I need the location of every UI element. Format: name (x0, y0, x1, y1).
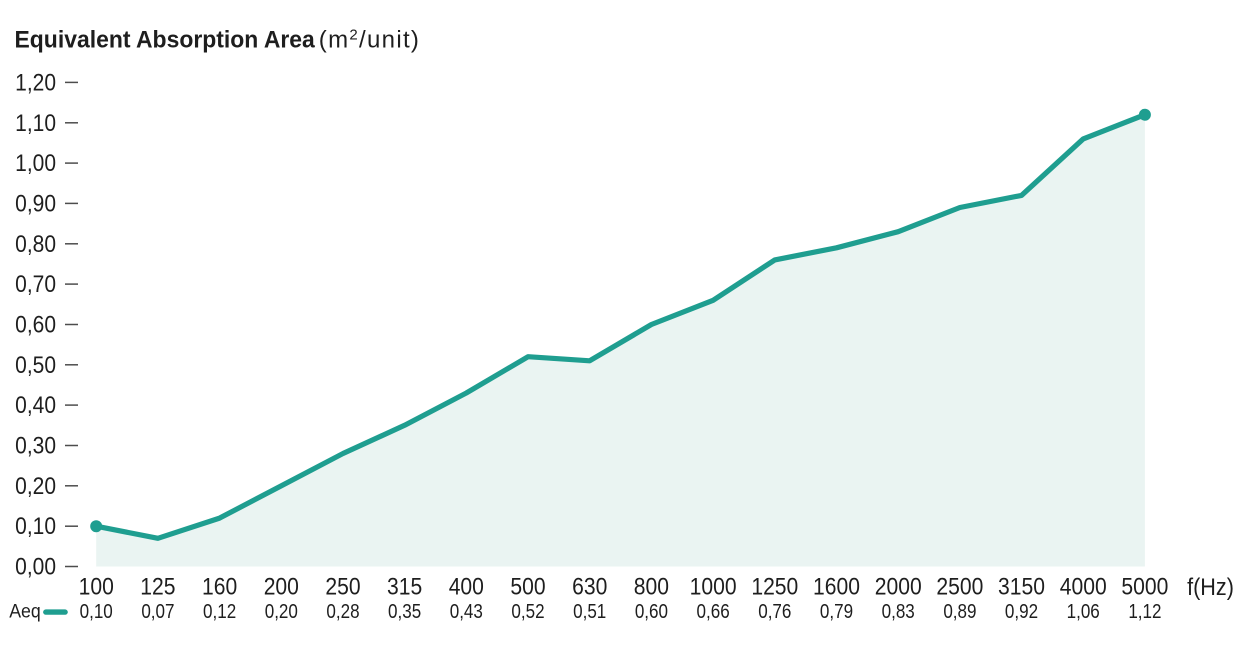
svg-text:2000: 2000 (875, 573, 922, 600)
svg-text:0,43: 0,43 (450, 600, 483, 623)
svg-text:0,76: 0,76 (758, 600, 791, 623)
svg-text:1000: 1000 (690, 573, 737, 600)
svg-text:250: 250 (325, 573, 360, 600)
svg-text:0,10: 0,10 (15, 513, 56, 540)
svg-text:Aeq: Aeq (9, 600, 41, 622)
svg-text:0,70: 0,70 (15, 271, 56, 298)
svg-text:0,90: 0,90 (15, 190, 56, 217)
svg-text:0,60: 0,60 (635, 600, 668, 623)
svg-text:1,20: 1,20 (15, 69, 56, 96)
svg-text:0,79: 0,79 (820, 600, 853, 623)
svg-text:3150: 3150 (998, 573, 1045, 600)
svg-text:630: 630 (572, 573, 607, 600)
svg-text:0,40: 0,40 (15, 392, 56, 419)
svg-text:1,00: 1,00 (15, 150, 56, 177)
svg-text:400: 400 (449, 573, 484, 600)
svg-text:Equivalent Absorption Area: Equivalent Absorption Area (15, 26, 316, 53)
svg-text:200: 200 (264, 573, 299, 600)
svg-text:0,28: 0,28 (326, 600, 359, 623)
svg-text:500: 500 (510, 573, 545, 600)
svg-text:0,12: 0,12 (203, 600, 236, 623)
svg-text:800: 800 (634, 573, 669, 600)
svg-text:4000: 4000 (1060, 573, 1107, 600)
svg-text:125: 125 (140, 573, 175, 600)
svg-text:1,10: 1,10 (15, 109, 56, 136)
svg-text:0,10: 0,10 (80, 600, 113, 623)
svg-text:0,51: 0,51 (573, 600, 606, 623)
svg-text:0,60: 0,60 (15, 311, 56, 338)
svg-text:0,35: 0,35 (388, 600, 421, 623)
svg-text:1,12: 1,12 (1128, 600, 1161, 623)
svg-text:0,52: 0,52 (511, 600, 544, 623)
svg-text:1600: 1600 (813, 573, 860, 600)
svg-text:0,83: 0,83 (882, 600, 915, 623)
svg-text:0,50: 0,50 (15, 351, 56, 378)
svg-text:(m2/unit): (m2/unit) (319, 27, 420, 54)
svg-text:0,92: 0,92 (1005, 600, 1038, 623)
svg-text:0,20: 0,20 (265, 600, 298, 623)
svg-text:0,89: 0,89 (943, 600, 976, 623)
svg-text:0,30: 0,30 (15, 432, 56, 459)
svg-text:100: 100 (79, 573, 114, 600)
svg-text:1,06: 1,06 (1067, 600, 1100, 623)
svg-text:0,80: 0,80 (15, 230, 56, 257)
svg-text:f(Hz): f(Hz) (1187, 573, 1234, 600)
svg-text:5000: 5000 (1121, 573, 1168, 600)
svg-text:315: 315 (387, 573, 422, 600)
svg-text:160: 160 (202, 573, 237, 600)
svg-text:0,66: 0,66 (697, 600, 730, 623)
svg-text:0,07: 0,07 (141, 600, 174, 623)
svg-text:0,20: 0,20 (15, 472, 56, 499)
svg-text:0,00: 0,00 (15, 553, 56, 580)
svg-text:1250: 1250 (751, 573, 798, 600)
svg-text:2500: 2500 (936, 573, 983, 600)
